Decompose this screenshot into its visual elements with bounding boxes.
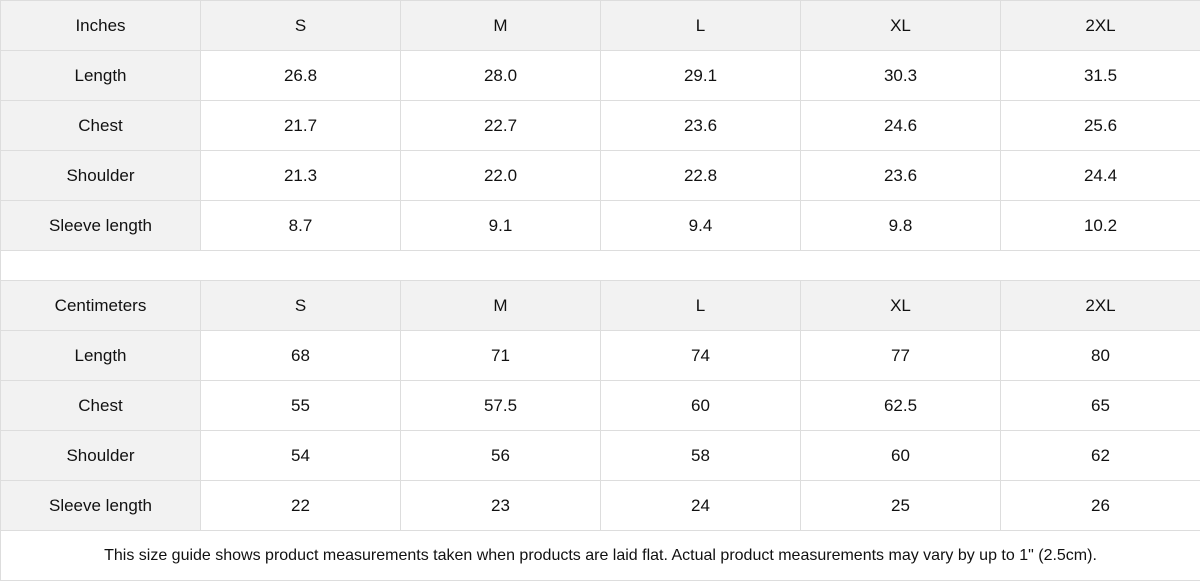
size-guide-note: This size guide shows product measuremen… <box>1 531 1200 581</box>
measurement-cell: 23.6 <box>801 151 1001 201</box>
measurement-cell: 55 <box>201 381 401 431</box>
size-header-s: S <box>201 1 401 51</box>
row-label: Chest <box>1 101 201 151</box>
measurement-cell: 26 <box>1001 481 1200 531</box>
measurement-cell: 8.7 <box>201 201 401 251</box>
measurement-cell: 77 <box>801 331 1001 381</box>
measurement-cell: 25.6 <box>1001 101 1200 151</box>
measurement-cell: 58 <box>601 431 801 481</box>
measurement-cell: 57.5 <box>401 381 601 431</box>
measurement-cell: 22.8 <box>601 151 801 201</box>
row-label: Shoulder <box>1 151 201 201</box>
size-header-m: M <box>401 1 601 51</box>
measurement-cell: 31.5 <box>1001 51 1200 101</box>
note-row: This size guide shows product measuremen… <box>1 531 1200 581</box>
section-spacer <box>1 251 1200 281</box>
size-header-s: S <box>201 281 401 331</box>
measurement-cell: 23.6 <box>601 101 801 151</box>
spacer-cell <box>1 251 1200 281</box>
measurement-cell: 60 <box>801 431 1001 481</box>
row-label: Length <box>1 51 201 101</box>
measurement-cell: 22.0 <box>401 151 601 201</box>
size-header-l: L <box>601 1 801 51</box>
measurement-cell: 60 <box>601 381 801 431</box>
measurement-cell: 24.4 <box>1001 151 1200 201</box>
measurement-cell: 21.3 <box>201 151 401 201</box>
measurement-cell: 29.1 <box>601 51 801 101</box>
measurement-cell: 10.2 <box>1001 201 1200 251</box>
unit-header: Inches <box>1 1 201 51</box>
size-header-xl: XL <box>801 1 1001 51</box>
measurement-cell: 28.0 <box>401 51 601 101</box>
measurement-cell: 24 <box>601 481 801 531</box>
size-header-2xl: 2XL <box>1001 281 1200 331</box>
measurement-cell: 80 <box>1001 331 1200 381</box>
measurement-cell: 62 <box>1001 431 1200 481</box>
row-label: Sleeve length <box>1 481 201 531</box>
measurement-cell: 74 <box>601 331 801 381</box>
measurement-cell: 62.5 <box>801 381 1001 431</box>
measurement-cell: 26.8 <box>201 51 401 101</box>
row-label: Chest <box>1 381 201 431</box>
measurement-cell: 24.6 <box>801 101 1001 151</box>
row-label: Shoulder <box>1 431 201 481</box>
measurement-cell: 68 <box>201 331 401 381</box>
size-header-m: M <box>401 281 601 331</box>
measurement-cell: 9.1 <box>401 201 601 251</box>
measurement-cell: 21.7 <box>201 101 401 151</box>
size-header-2xl: 2XL <box>1001 1 1200 51</box>
measurement-cell: 9.4 <box>601 201 801 251</box>
size-header-l: L <box>601 281 801 331</box>
measurement-cell: 54 <box>201 431 401 481</box>
measurement-cell: 9.8 <box>801 201 1001 251</box>
measurement-cell: 30.3 <box>801 51 1001 101</box>
size-header-xl: XL <box>801 281 1001 331</box>
measurement-cell: 23 <box>401 481 601 531</box>
row-label: Length <box>1 331 201 381</box>
measurement-cell: 22 <box>201 481 401 531</box>
unit-header: Centimeters <box>1 281 201 331</box>
measurement-cell: 22.7 <box>401 101 601 151</box>
measurement-cell: 71 <box>401 331 601 381</box>
measurement-cell: 56 <box>401 431 601 481</box>
row-label: Sleeve length <box>1 201 201 251</box>
measurement-cell: 25 <box>801 481 1001 531</box>
measurement-cell: 65 <box>1001 381 1200 431</box>
